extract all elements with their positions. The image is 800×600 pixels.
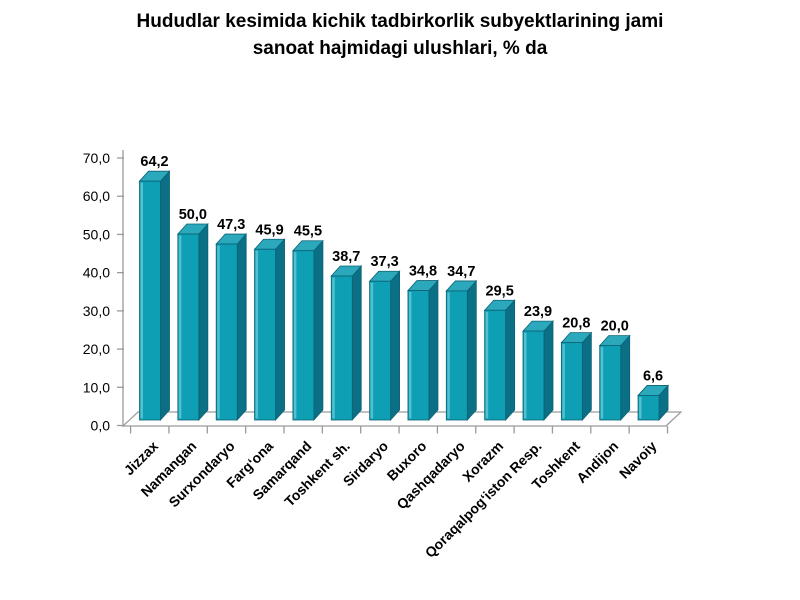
bar-value-label: 6,6 (643, 368, 663, 384)
bar-value-label: 20,8 (562, 316, 590, 332)
chart-title-line2: sanoat hajmidagi ulushlari, % da (252, 38, 548, 59)
bar-front-face (407, 290, 430, 421)
bar-highlight (524, 332, 527, 419)
bar-highlight (217, 245, 220, 419)
bar-front-face (292, 250, 315, 421)
bar-highlight (447, 292, 450, 419)
bar-value-label: 64,2 (140, 154, 168, 170)
bar-value-label: 23,9 (524, 304, 552, 320)
bar-highlight (600, 347, 604, 419)
bar-side-face (236, 233, 247, 422)
bar-side-face (620, 334, 631, 422)
bar-side-face (160, 170, 170, 422)
y-tick-label: 10,0 (83, 379, 110, 395)
chart-title-line1: Hududlar kesimida kichik tadbirkorlik su… (136, 11, 664, 32)
bar-value-label: 20,0 (601, 319, 629, 335)
bar-side-face (505, 299, 516, 422)
bar-side-face (198, 222, 209, 422)
bar-front-face (330, 275, 353, 421)
bar-highlight (408, 292, 412, 419)
category-label: Qashqadaryo (393, 438, 468, 513)
bar-highlight (370, 282, 374, 419)
y-tick-label: 40,0 (83, 265, 110, 281)
bar-front-face (445, 290, 468, 421)
bar-value-label: 45,5 (294, 224, 322, 240)
y-tick-label: 30,0 (83, 303, 110, 319)
bar-value-label: 50,0 (179, 207, 207, 223)
y-tick-label: 0,0 (91, 418, 111, 434)
bar-highlight (639, 396, 642, 419)
bar-side-face (466, 279, 477, 422)
bar-value-label: 37,3 (370, 254, 398, 270)
bar-highlight (332, 277, 335, 419)
bar-front-face (215, 243, 238, 421)
y-tick-label: 60,0 (83, 188, 110, 204)
bar-front-face (254, 248, 276, 421)
bar-value-label: 29,5 (486, 283, 514, 299)
bar-value-label: 38,7 (332, 249, 360, 265)
bar-front-face (177, 233, 200, 421)
bar-side-face (390, 270, 401, 422)
y-tick-label: 20,0 (83, 341, 110, 357)
bar-side-face (543, 320, 554, 422)
y-tick-label: 70,0 (83, 150, 110, 166)
bar-front-face (484, 309, 507, 421)
bar-front-face (637, 395, 660, 421)
category-label: Navoiy (616, 438, 660, 482)
bar-value-label: 34,7 (447, 264, 475, 280)
bar-side-face (351, 264, 362, 422)
category-label: Andijon (573, 438, 621, 486)
bar-side-face (581, 331, 592, 422)
bar-side-face (275, 238, 285, 422)
bar-front-face (522, 330, 545, 421)
bar-value-label: 45,9 (255, 222, 283, 238)
bar-front-face (560, 342, 583, 421)
bar-side-face (428, 279, 439, 422)
bar-side-face (313, 239, 324, 422)
bar-highlight (140, 182, 143, 419)
bar-front-face (599, 345, 622, 421)
bar-value-label: 47,3 (217, 217, 245, 233)
y-tick-label: 50,0 (83, 226, 110, 242)
bar-front-face (369, 280, 392, 421)
bar-highlight (485, 311, 489, 419)
bar-highlight (562, 344, 565, 419)
chart-floor (121, 411, 683, 427)
chart-title: Hududlar kesimida kichik tadbirkorlik su… (0, 8, 800, 62)
bar-highlight (293, 252, 297, 419)
bar-value-label: 34,8 (409, 264, 437, 280)
bar-highlight (178, 235, 182, 419)
bar-front-face (139, 180, 161, 421)
bar-highlight (255, 250, 259, 419)
